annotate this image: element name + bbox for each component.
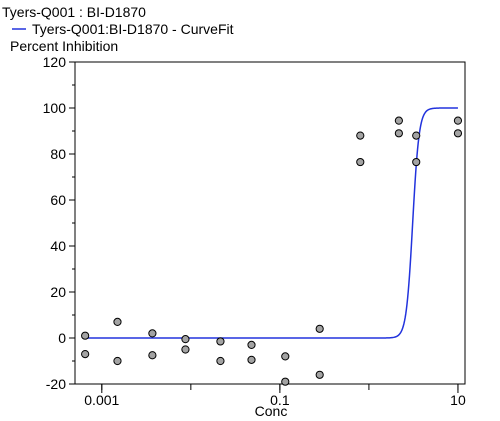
data-point xyxy=(281,377,290,386)
data-point xyxy=(181,335,190,344)
y-tick-label: 0 xyxy=(58,330,66,346)
data-point xyxy=(113,317,122,326)
y-tick-label: 60 xyxy=(50,192,66,208)
data-point xyxy=(81,350,90,359)
data-point xyxy=(453,116,463,125)
data-point xyxy=(412,131,421,140)
data-point xyxy=(148,351,157,360)
data-point xyxy=(113,356,122,366)
data-point xyxy=(216,337,225,346)
y-axis-label: Percent Inhibition xyxy=(10,38,118,54)
data-point xyxy=(181,345,190,354)
y-tick-label: 100 xyxy=(43,100,67,116)
y-tick-label: 40 xyxy=(50,238,66,254)
data-point xyxy=(356,131,365,140)
data-point xyxy=(247,340,256,349)
legend: Tyers-Q001:BI-D1870 - CurveFit xyxy=(12,21,234,37)
x-tick-label: 10 xyxy=(450,392,466,408)
data-point xyxy=(148,329,157,338)
legend-label: Tyers-Q001:BI-D1870 - CurveFit xyxy=(32,21,234,37)
data-point xyxy=(412,157,421,167)
y-tick-label: 120 xyxy=(43,54,67,70)
y-tick-label: 80 xyxy=(50,146,66,162)
y-axis: -20 0 20 40 60 80 100 120 xyxy=(43,54,75,392)
y-tick-label: 20 xyxy=(50,284,66,300)
data-point xyxy=(281,352,290,361)
data-point xyxy=(315,370,324,379)
data-point xyxy=(394,129,403,138)
chart-title: Tyers-Q001 : BI-D1870 xyxy=(2,4,146,20)
curve-fit-line xyxy=(85,107,458,339)
data-point xyxy=(315,324,324,333)
data-point xyxy=(216,356,225,366)
data-point xyxy=(356,157,365,167)
x-axis: 0.001 0.1 10 xyxy=(84,384,466,408)
y-tick-label: -20 xyxy=(46,376,66,392)
x-tick-label: 0.1 xyxy=(270,392,290,408)
data-point xyxy=(453,129,463,138)
data-points xyxy=(81,116,463,386)
data-point xyxy=(81,331,90,340)
data-point xyxy=(247,355,256,364)
data-point xyxy=(394,116,403,125)
x-tick-label: 0.001 xyxy=(84,392,119,408)
plot-frame xyxy=(74,61,466,385)
x-axis-label: Conc xyxy=(255,403,288,419)
